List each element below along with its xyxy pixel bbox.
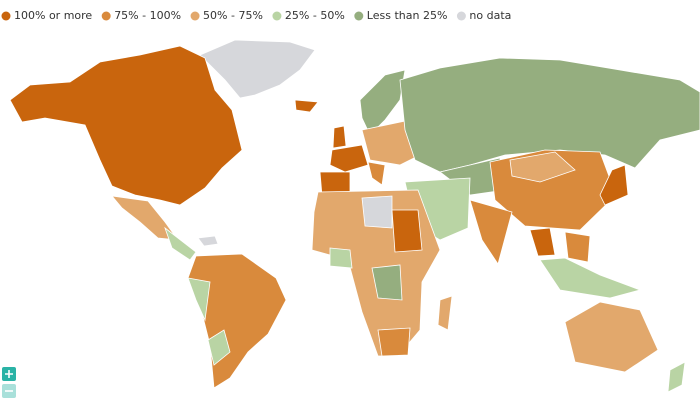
region	[329, 247, 353, 269]
region	[199, 39, 316, 99]
region	[164, 226, 197, 261]
legend-label: no data	[469, 9, 511, 22]
region	[399, 57, 700, 173]
region	[367, 161, 386, 186]
region	[361, 195, 393, 229]
region	[539, 257, 642, 299]
legend-label: 50% - 75%	[203, 9, 263, 22]
region	[667, 361, 686, 393]
region	[359, 69, 406, 136]
region	[509, 151, 576, 183]
region	[9, 45, 243, 206]
legend-label: 100% or more	[14, 9, 92, 22]
region	[529, 227, 556, 257]
legend-label: Less than 25%	[367, 9, 448, 22]
region	[564, 231, 591, 263]
zoom-controls[interactable]	[2, 367, 16, 398]
region	[564, 301, 659, 373]
zoom-in-icon	[5, 370, 13, 378]
region	[437, 295, 453, 331]
region	[329, 144, 369, 173]
legend-swatch	[456, 11, 466, 21]
region	[187, 253, 287, 389]
region	[391, 209, 423, 253]
region	[371, 264, 403, 301]
legend-label: 75% - 100%	[114, 9, 181, 22]
region	[187, 277, 211, 322]
region	[377, 327, 411, 357]
region	[197, 235, 219, 247]
legend-swatch	[354, 11, 364, 21]
region	[294, 99, 319, 113]
region	[469, 199, 513, 265]
legend-swatch	[1, 11, 11, 21]
legend: 100% or more 75% - 100% 50% - 75% 25% - 50%…	[1, 9, 511, 22]
region	[207, 329, 231, 366]
region	[599, 164, 629, 206]
region	[111, 195, 179, 241]
world-map	[9, 39, 700, 393]
legend-swatch	[190, 11, 200, 21]
legend-swatch	[272, 11, 282, 21]
region	[332, 125, 347, 149]
legend-swatch	[101, 11, 111, 21]
legend-label: 25% - 50%	[285, 9, 345, 22]
